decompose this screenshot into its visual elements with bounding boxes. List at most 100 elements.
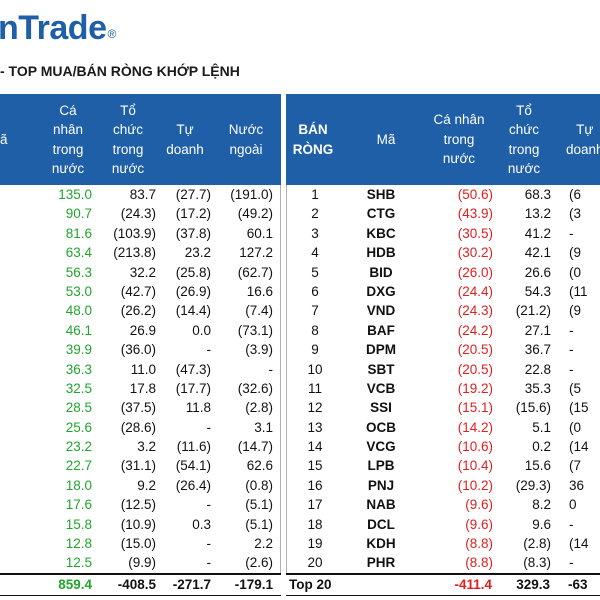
institution-cell: 15.6: [524, 458, 551, 474]
table-row: 25.6 (28.6) - 3.1: [0, 417, 280, 438]
institution-cell: 35.3: [524, 380, 551, 396]
table-row: 12 SSI (15.1) (15.6) (15: [287, 398, 600, 417]
net-buy-table-header: ã Cá nhân trong nước Tổ chức trong nước …: [0, 94, 281, 185]
proprietary-cell: -: [569, 322, 574, 338]
institution-cell: 22.8: [524, 361, 551, 377]
institution-cell: (29.3): [515, 477, 551, 493]
total-individual: -411.4: [454, 576, 492, 592]
page-title: - TOP MUA/BÁN RÒNG KHỚP LỆNH: [0, 63, 240, 79]
table-row: 16 PNJ (10.2) (29.3) 36: [287, 476, 600, 495]
proprietary-cell: 0: [569, 497, 577, 513]
institution-cell: (26.2): [120, 303, 156, 319]
individual-cell: (24.3): [457, 303, 493, 319]
total-label: Top 20: [289, 576, 332, 592]
table-row: 135.0 83.7 (27.7) (191.0): [0, 185, 280, 205]
institution-cell: 26.6: [524, 264, 551, 280]
proprietary-cell: -: [569, 555, 574, 571]
table-row: 11 VCB (19.2) 35.3 (5: [287, 378, 600, 399]
brand-logo: nTrade®: [0, 9, 116, 47]
proprietary-cell: -: [206, 342, 212, 358]
ticker-cell: PNJ: [367, 477, 395, 493]
foreign-cell: (14.7): [237, 439, 273, 455]
ticker-cell: SSI: [370, 400, 392, 416]
foreign-cell: 62.6: [246, 458, 273, 474]
individual-cell: (9.6): [465, 497, 493, 513]
rank-cell: 19: [307, 536, 323, 552]
individual-cell: 28.5: [65, 400, 92, 416]
rank-cell: 12: [307, 400, 323, 416]
ticker-cell: PHR: [366, 555, 396, 571]
ticker-cell: LPB: [367, 458, 395, 474]
total-institution: -408.5: [117, 576, 156, 592]
foreign-cell: (2.6): [245, 555, 273, 571]
individual-cell: 81.6: [65, 225, 92, 241]
rank-cell: 3: [311, 225, 319, 241]
individual-cell: (30.5): [457, 225, 493, 241]
foreign-cell: (62.7): [237, 264, 273, 280]
proprietary-cell: 23.2: [184, 245, 211, 261]
institution-cell: (10.9): [120, 516, 156, 532]
proprietary-cell: -: [569, 361, 574, 377]
rank-cell: 1: [311, 187, 319, 202]
individual-cell: (20.5): [457, 342, 493, 358]
individual-cell: (24.2): [457, 322, 493, 338]
header-code: Mã: [376, 131, 396, 147]
table-row: 56.3 32.2 (25.8) (62.7): [0, 262, 280, 282]
rank-cell: 9: [311, 342, 319, 358]
institution-cell: (15.0): [120, 536, 156, 552]
rank-cell: 13: [307, 419, 323, 435]
proprietary-cell: (54.1): [175, 458, 211, 474]
table-row: 28.5 (37.5) 11.8 (2.8): [0, 398, 280, 417]
ticker-cell: CTG: [366, 206, 396, 222]
header-code: ã: [0, 131, 8, 147]
proprietary-cell: (9: [569, 303, 582, 319]
table-row: 36.3 11.0 (47.3) -: [0, 360, 280, 379]
foreign-cell: (3.9): [245, 342, 273, 358]
individual-cell: (19.2): [457, 380, 493, 396]
table-row: 7 VND (24.3) (21.2) (9: [287, 301, 600, 321]
institution-cell: (42.7): [120, 283, 156, 299]
institution-cell: (28.6): [120, 419, 156, 435]
institution-cell: 8.2: [532, 497, 551, 513]
proprietary-cell: -: [206, 497, 212, 513]
table-row: 13 OCB (14.2) 5.1 (0: [287, 417, 600, 438]
proprietary-cell: (6: [569, 187, 582, 202]
proprietary-cell: -: [206, 419, 212, 435]
proprietary-cell: (37.8): [175, 225, 211, 241]
table-row: 17.6 (12.5) - (5.1): [0, 495, 280, 515]
individual-cell: 23.2: [65, 439, 92, 455]
table-row: 46.1 26.9 0.0 (73.1): [0, 321, 280, 340]
header-individual-domestic: Cá nhân trong nước: [433, 112, 485, 167]
proprietary-cell: -: [569, 516, 574, 532]
total-institution: 329.3: [516, 576, 550, 592]
ticker-cell: SHB: [366, 187, 396, 202]
ticker-cell: BID: [369, 264, 393, 280]
net-buy-total-row: 859.4 -408.5 -271.7 -179.1: [0, 572, 281, 596]
institution-cell: (24.3): [120, 206, 156, 222]
table-row: 18 DCL (9.6) 9.6 -: [287, 515, 600, 534]
individual-cell: 17.6: [65, 497, 92, 513]
institution-cell: (21.2): [515, 303, 551, 319]
proprietary-cell: (17.2): [175, 206, 211, 222]
proprietary-cell: (25.8): [175, 264, 211, 280]
foreign-cell: 60.1: [246, 225, 273, 241]
proprietary-cell: (26.9): [175, 283, 211, 299]
ticker-cell: NAB: [366, 497, 396, 513]
individual-cell: 48.0: [65, 303, 92, 319]
table-row: 12.5 (9.9) - (2.6): [0, 553, 280, 572]
net-buy-rows: 135.0 83.7 (27.7) (191.0) 90.7 (24.3) (17.2) (4…: [0, 185, 281, 573]
institution-cell: (36.0): [120, 342, 156, 358]
rank-cell: 14: [307, 439, 323, 455]
ticker-cell: SBT: [367, 361, 395, 377]
proprietary-cell: (11: [569, 283, 588, 299]
individual-cell: (14.2): [457, 419, 493, 435]
individual-cell: 135.0: [58, 187, 92, 202]
table-row: 90.7 (24.3) (17.2) (49.2): [0, 204, 280, 223]
foreign-cell: (2.8): [245, 400, 273, 416]
rank-cell: 20: [307, 555, 323, 571]
institution-cell: 83.7: [129, 187, 156, 202]
individual-cell: (10.2): [457, 477, 493, 493]
rank-cell: 6: [311, 283, 319, 299]
institution-cell: (103.9): [113, 225, 156, 241]
foreign-cell: (0.8): [245, 477, 273, 493]
